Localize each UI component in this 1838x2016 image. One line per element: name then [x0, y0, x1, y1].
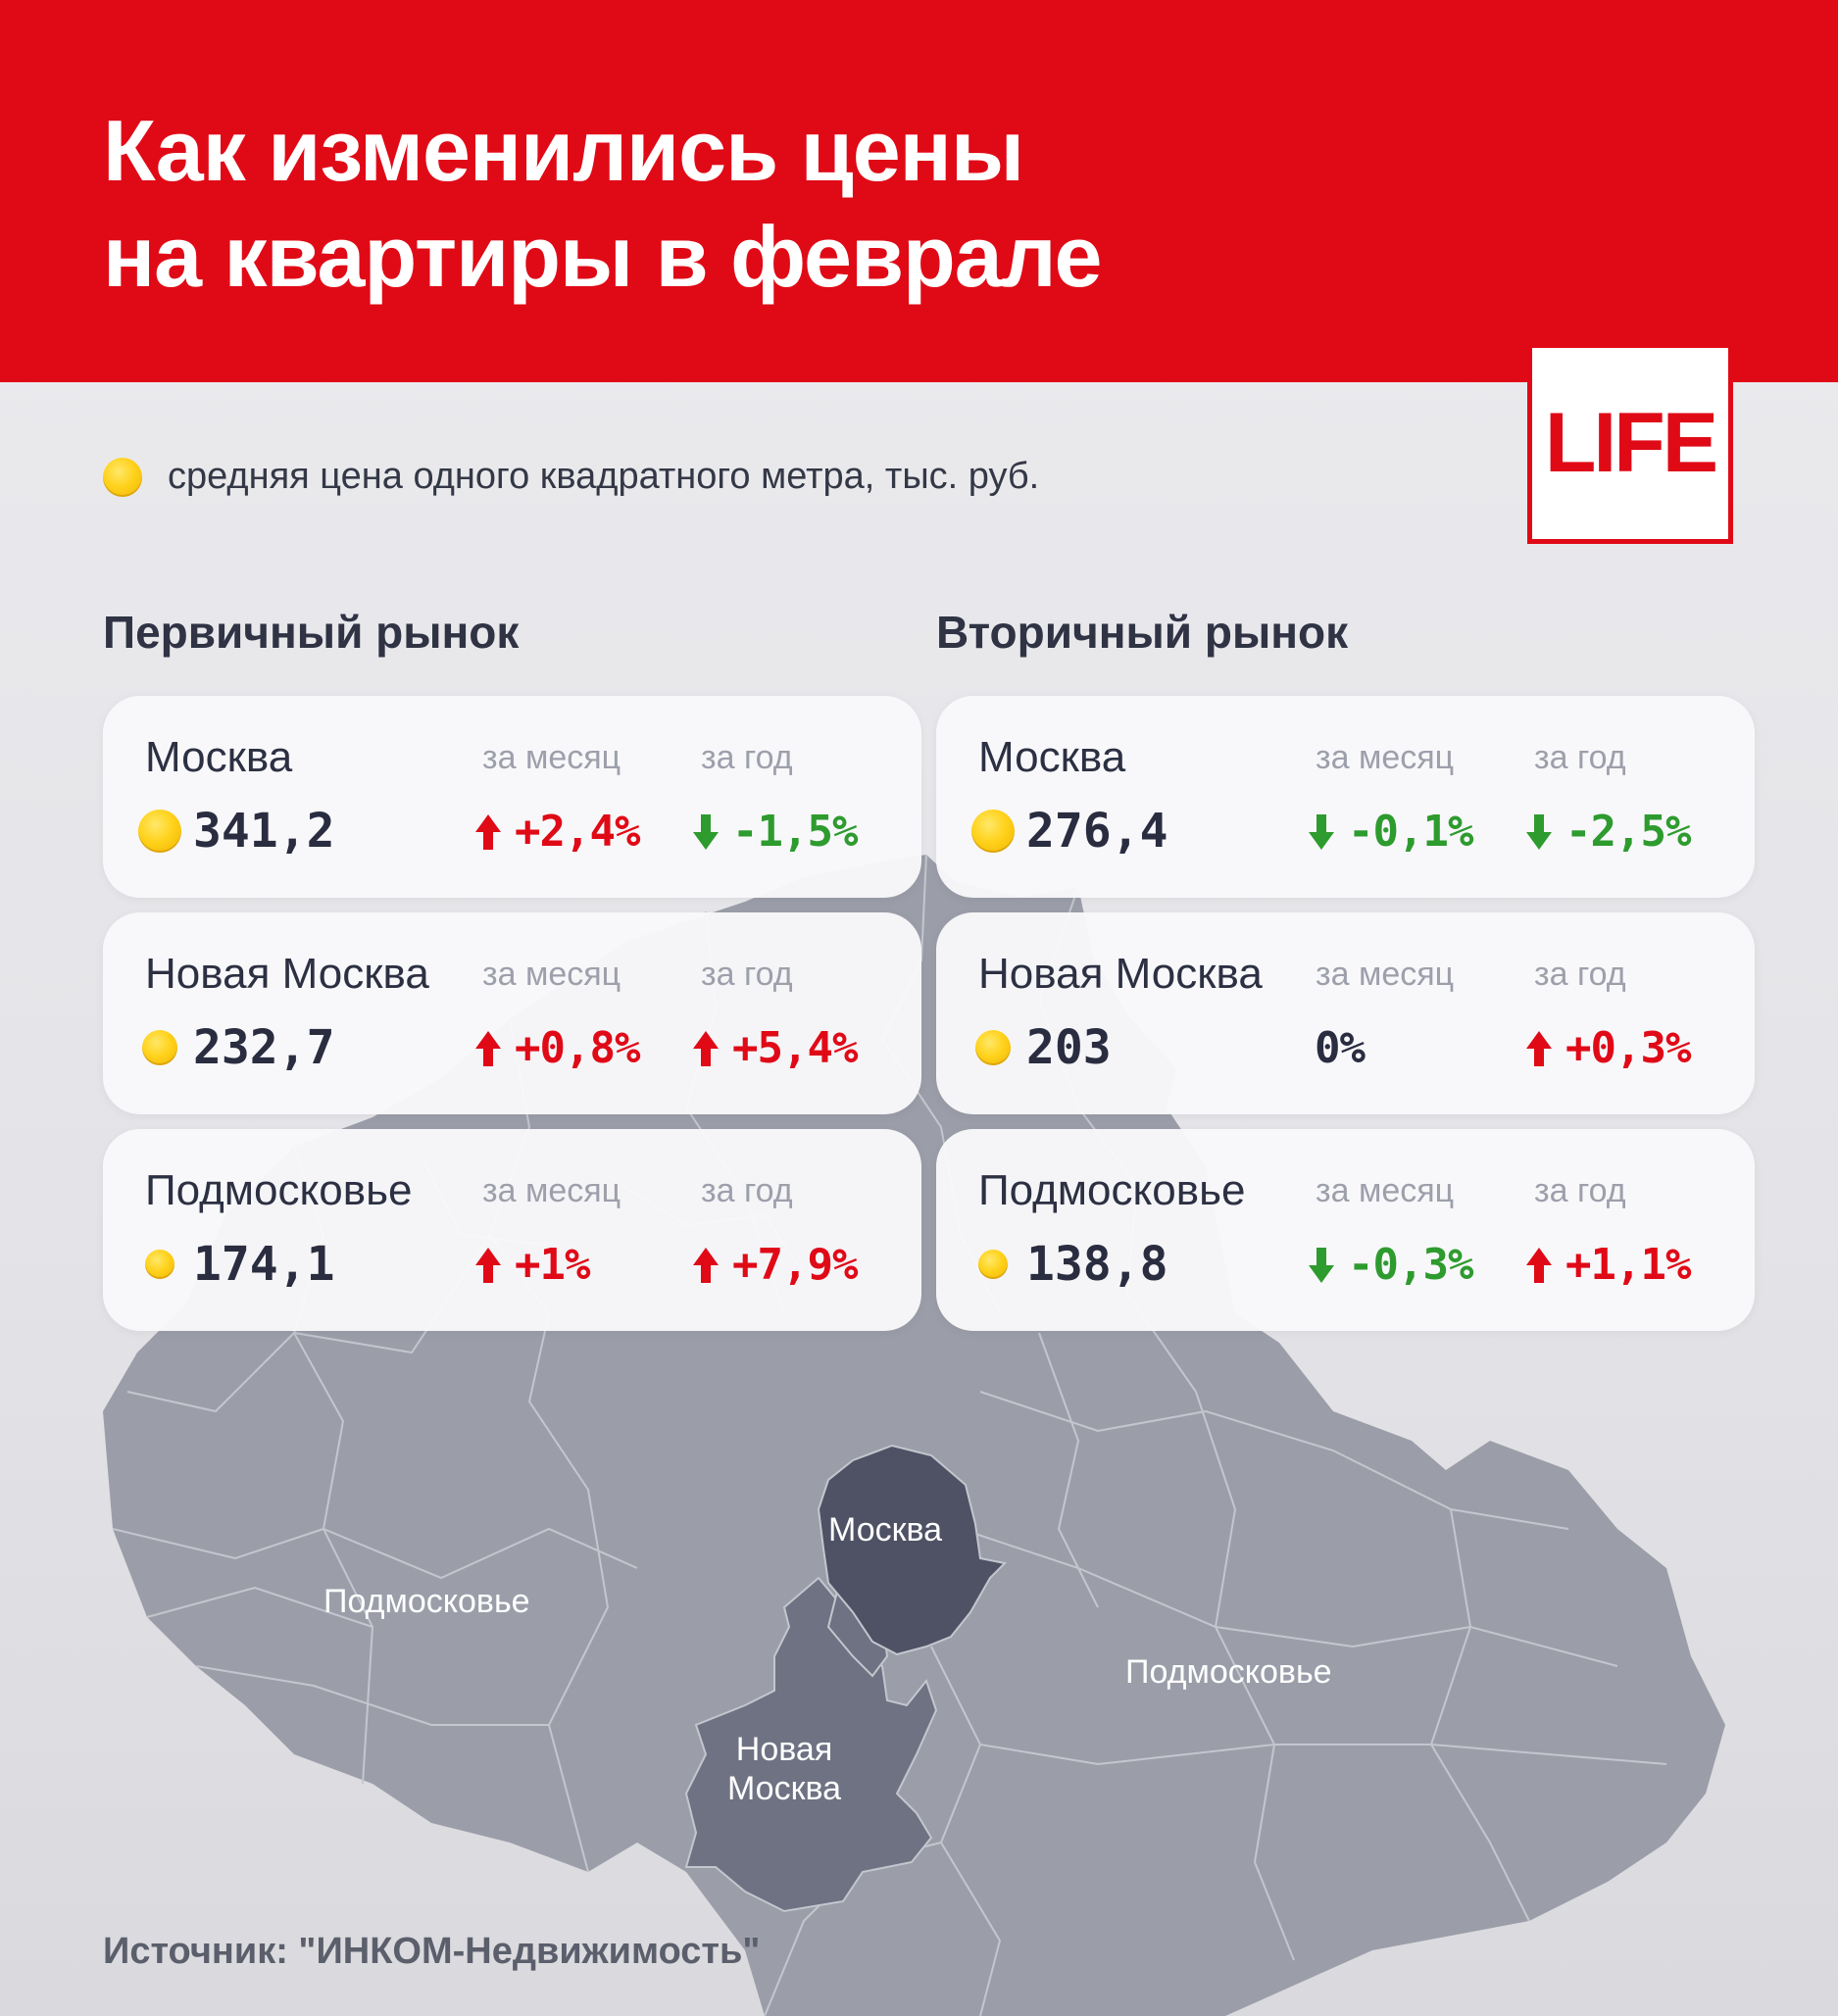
legend-text: средняя цена одного квадратного метра, т… [168, 456, 1040, 497]
month-change-value: 0% [1315, 1023, 1366, 1073]
title-line-2: на квартиры в феврале [103, 208, 1102, 305]
arrow-up-icon [473, 1029, 503, 1068]
month-change-value: -0,1% [1348, 807, 1473, 857]
month-change: +1% [473, 1240, 590, 1290]
month-change-value: +2,4% [515, 807, 640, 857]
arrow-up-icon [691, 1246, 720, 1285]
month-label: за месяц [482, 956, 621, 993]
year-change: +0,3% [1524, 1023, 1691, 1073]
arrow-down-icon [691, 812, 720, 852]
map-label-new-moscow-line-2: Москва [726, 1770, 842, 1807]
secondary-card-moscow: Москва за месяц за год 276,4 -0,1% -2,5% [936, 696, 1755, 898]
coin-icon [978, 1250, 1008, 1279]
price-value: 174,1 [193, 1237, 335, 1292]
month-change-value: -0,3% [1348, 1240, 1473, 1290]
year-change-value: -2,5% [1565, 807, 1691, 857]
month-change-value: +0,8% [515, 1023, 640, 1073]
month-label: за месяц [1316, 739, 1455, 776]
primary-card-new-moscow: Новая Москва за месяц за год 232,7 +0,8%… [103, 912, 921, 1114]
year-change-value: +5,4% [732, 1023, 858, 1073]
price-value: 232,7 [193, 1020, 335, 1075]
city-name: Новая Москва [978, 950, 1263, 998]
month-label: за месяц [1316, 1172, 1455, 1209]
year-change: -2,5% [1524, 807, 1691, 857]
price-value: 203 [1026, 1020, 1112, 1075]
month-change: +2,4% [473, 807, 640, 857]
year-label: за год [1534, 956, 1626, 993]
coin-icon [138, 810, 181, 853]
arrow-down-icon [1307, 1246, 1336, 1285]
primary-card-moscow-region: Подмосковье за месяц за год 174,1 +1% +7… [103, 1129, 921, 1331]
arrow-down-icon [1307, 812, 1336, 852]
arrow-up-icon [691, 1029, 720, 1068]
city-name: Москва [145, 733, 293, 781]
coin-icon [975, 1030, 1011, 1065]
arrow-up-icon [1524, 1029, 1554, 1068]
map-label-new-moscow-line-1: Новая [735, 1731, 833, 1768]
year-label: за год [701, 739, 793, 776]
logo-text: LIFE [1544, 396, 1718, 490]
month-label: за месяц [482, 739, 621, 776]
year-change-value: +0,3% [1565, 1023, 1691, 1073]
arrow-up-icon [1524, 1246, 1554, 1285]
price: 203 [971, 1020, 1112, 1075]
month-change: -0,3% [1307, 1240, 1473, 1290]
month-change-value: +1% [515, 1240, 590, 1290]
price: 138,8 [971, 1237, 1168, 1292]
coin-icon [103, 457, 142, 497]
price-value: 276,4 [1026, 804, 1168, 859]
year-change-value: +7,9% [732, 1240, 858, 1290]
city-name: Новая Москва [145, 950, 429, 998]
city-name: Подмосковье [978, 1166, 1246, 1214]
year-change: +7,9% [691, 1240, 858, 1290]
price: 276,4 [971, 804, 1168, 859]
price-value: 341,2 [193, 804, 335, 859]
map-label-region-west: Подмосковье [323, 1583, 530, 1620]
year-label: за год [1534, 1172, 1626, 1209]
year-label: за год [701, 956, 793, 993]
arrow-up-icon [473, 812, 503, 852]
primary-market-title: Первичный рынок [103, 607, 520, 658]
arrow-up-icon [473, 1246, 503, 1285]
header-banner: Как изменились цены на квартиры в феврал… [0, 0, 1838, 382]
map-label-new-moscow: Новая Москва [716, 1730, 853, 1808]
primary-card-moscow: Москва за месяц за год 341,2 +2,4% -1,5% [103, 696, 921, 898]
arrow-down-icon [1524, 812, 1554, 852]
year-label: за год [701, 1172, 793, 1209]
map-label-moscow: Москва [828, 1511, 943, 1549]
city-name: Подмосковье [145, 1166, 413, 1214]
legend: средняя цена одного квадратного метра, т… [103, 456, 1039, 498]
month-label: за месяц [482, 1172, 621, 1209]
secondary-card-moscow-region: Подмосковье за месяц за год 138,8 -0,3% … [936, 1129, 1755, 1331]
map-label-region-east: Подмосковье [1125, 1653, 1332, 1691]
secondary-market-title: Вторичный рынок [936, 607, 1349, 658]
price-value: 138,8 [1026, 1237, 1168, 1292]
coin-icon [145, 1250, 174, 1279]
city-name: Москва [978, 733, 1126, 781]
year-change-value: -1,5% [732, 807, 858, 857]
title-line-1: Как изменились цены [103, 102, 1024, 199]
year-change: -1,5% [691, 807, 858, 857]
price: 341,2 [138, 804, 335, 859]
year-change: +1,1% [1524, 1240, 1691, 1290]
moscow-city-shape [817, 1444, 1008, 1656]
month-change: +0,8% [473, 1023, 640, 1073]
year-change: +5,4% [691, 1023, 858, 1073]
year-change-value: +1,1% [1565, 1240, 1691, 1290]
month-change: -0,1% [1307, 807, 1473, 857]
secondary-card-new-moscow: Новая Москва за месяц за год 203 0% +0,3… [936, 912, 1755, 1114]
page-title: Как изменились цены на квартиры в феврал… [103, 98, 1102, 310]
month-label: за месяц [1316, 956, 1455, 993]
price: 174,1 [138, 1237, 335, 1292]
price: 232,7 [138, 1020, 335, 1075]
coin-icon [971, 810, 1015, 853]
month-change: 0% [1315, 1023, 1366, 1073]
source-note: Источник: "ИНКОМ-Недвижимость" [103, 1931, 761, 1972]
year-label: за год [1534, 739, 1626, 776]
life-logo: LIFE [1527, 343, 1733, 544]
coin-icon [142, 1030, 177, 1065]
